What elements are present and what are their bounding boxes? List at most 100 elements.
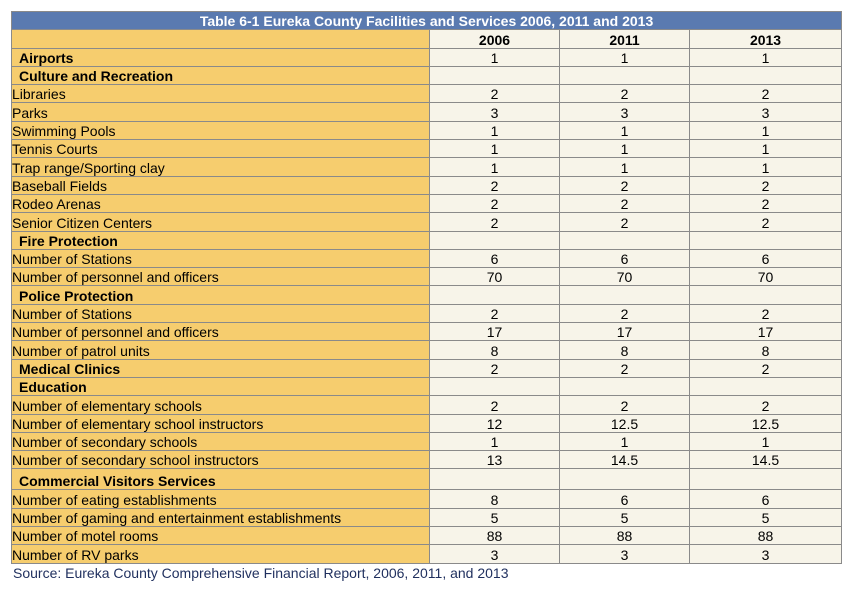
table-row: Number of gaming and entertainment estab… bbox=[11, 507, 843, 528]
value-cell-2013: 2 bbox=[688, 358, 843, 378]
value-cell-2013: 2 bbox=[688, 303, 843, 324]
table-row: Number of elementary school instructors 1… bbox=[11, 413, 843, 433]
value-cell-2011: 3 bbox=[559, 544, 690, 564]
section-row: Medical Clinics 2 2 2 bbox=[11, 358, 843, 378]
facilities-table: Table 6-1 Eureka County Facilities and S… bbox=[10, 10, 843, 564]
value-cell-2011: 1 bbox=[559, 139, 690, 159]
value-cell-2013: 8 bbox=[688, 340, 843, 360]
value-cell-2006 bbox=[429, 230, 560, 250]
value-cell-2011: 2 bbox=[559, 212, 690, 232]
value-cell-2006: 6 bbox=[429, 248, 560, 269]
row-label: Number of patrol units bbox=[11, 340, 430, 360]
value-cell-2013: 2 bbox=[688, 84, 843, 104]
value-cell-2006: 3 bbox=[429, 102, 560, 122]
value-cell-2006: 8 bbox=[429, 489, 560, 509]
section-label: Airports bbox=[11, 47, 430, 67]
value-cell-2006: 1 bbox=[429, 47, 560, 67]
row-label: Swimming Pools bbox=[11, 120, 430, 141]
value-cell-2006 bbox=[429, 65, 560, 86]
row-label: Baseball Fields bbox=[11, 175, 430, 195]
value-cell-2011: 2 bbox=[559, 395, 690, 415]
table-row: Number of secondary schools 1 1 1 bbox=[11, 431, 843, 452]
value-cell-2011: 14.5 bbox=[559, 450, 690, 470]
table-row: Rodeo Arenas 2 2 2 bbox=[11, 193, 843, 214]
value-cell-2011 bbox=[559, 376, 690, 397]
value-cell-2011: 1 bbox=[559, 431, 690, 452]
value-cell-2011: 2 bbox=[559, 84, 690, 104]
row-label: Senior Citizen Centers bbox=[11, 212, 430, 232]
value-cell-2013: 6 bbox=[688, 489, 843, 509]
section-label: Police Protection bbox=[11, 285, 430, 305]
value-cell-2006: 70 bbox=[429, 267, 560, 287]
value-cell-2013: 1 bbox=[688, 139, 843, 159]
table-title: Table 6-1 Eureka County Facilities and S… bbox=[10, 10, 843, 31]
section-label: Commercial Visitors Services bbox=[11, 468, 430, 491]
value-cell-2011: 2 bbox=[559, 303, 690, 324]
value-cell-2006: 2 bbox=[429, 358, 560, 378]
value-cell-2011: 1 bbox=[559, 120, 690, 141]
value-cell-2013 bbox=[688, 376, 843, 397]
value-cell-2013 bbox=[688, 468, 843, 491]
section-label: Medical Clinics bbox=[11, 358, 430, 378]
value-cell-2013 bbox=[688, 230, 843, 250]
source-note: Source: Eureka County Comprehensive Fina… bbox=[13, 564, 509, 581]
value-cell-2006: 1 bbox=[429, 431, 560, 452]
column-header-2006: 2006 bbox=[429, 29, 560, 49]
value-cell-2013: 12.5 bbox=[688, 413, 843, 433]
row-label: Number of personnel and officers bbox=[11, 322, 430, 342]
column-header-label bbox=[11, 29, 430, 49]
value-cell-2006: 8 bbox=[429, 340, 560, 360]
row-label: Tennis Courts bbox=[11, 139, 430, 159]
value-cell-2011 bbox=[559, 65, 690, 86]
value-cell-2011: 70 bbox=[559, 267, 690, 287]
value-cell-2013 bbox=[688, 285, 843, 305]
value-cell-2013: 2 bbox=[688, 193, 843, 214]
table-row: Number of personnel and officers 17 17 17 bbox=[11, 322, 843, 342]
row-label: Number of Stations bbox=[11, 248, 430, 269]
table-row: Number of elementary schools 2 2 2 bbox=[11, 395, 843, 415]
value-cell-2006: 12 bbox=[429, 413, 560, 433]
value-cell-2006: 2 bbox=[429, 303, 560, 324]
value-cell-2013 bbox=[688, 65, 843, 86]
row-label: Number of elementary school instructors bbox=[11, 413, 430, 433]
value-cell-2011: 3 bbox=[559, 102, 690, 122]
table-body: Airports 1 1 1 Culture and Recreation Librari… bbox=[11, 47, 843, 564]
value-cell-2006 bbox=[429, 285, 560, 305]
row-label: Number of RV parks bbox=[11, 544, 430, 564]
column-header-2011: 2011 bbox=[559, 29, 690, 49]
value-cell-2013: 6 bbox=[688, 248, 843, 269]
value-cell-2011: 5 bbox=[559, 507, 690, 528]
value-cell-2011: 12.5 bbox=[559, 413, 690, 433]
value-cell-2011: 6 bbox=[559, 248, 690, 269]
value-cell-2013: 1 bbox=[688, 157, 843, 177]
value-cell-2006: 88 bbox=[429, 526, 560, 546]
table-row: Number of Stations 2 2 2 bbox=[11, 303, 843, 324]
value-cell-2013: 3 bbox=[688, 102, 843, 122]
table-row: Tennis Courts 1 1 1 bbox=[11, 139, 843, 159]
value-cell-2013: 70 bbox=[688, 267, 843, 287]
section-row: Commercial Visitors Services bbox=[11, 468, 843, 491]
value-cell-2011: 8 bbox=[559, 340, 690, 360]
value-cell-2011: 1 bbox=[559, 47, 690, 67]
table-row: Libraries 2 2 2 bbox=[11, 84, 843, 104]
facilities-table-container: Table 6-1 Eureka County Facilities and S… bbox=[10, 10, 843, 581]
table-row: Number of patrol units 8 8 8 bbox=[11, 340, 843, 360]
value-cell-2011: 17 bbox=[559, 322, 690, 342]
row-label: Number of secondary schools bbox=[11, 431, 430, 452]
value-cell-2013: 1 bbox=[688, 431, 843, 452]
table-row: Number of Stations 6 6 6 bbox=[11, 248, 843, 269]
table-row: Baseball Fields 2 2 2 bbox=[11, 175, 843, 195]
table-row: Number of RV parks 3 3 3 bbox=[11, 544, 843, 564]
value-cell-2006: 3 bbox=[429, 544, 560, 564]
table-row: Trap range/Sporting clay 1 1 1 bbox=[11, 157, 843, 177]
section-row: Education bbox=[11, 376, 843, 397]
value-cell-2011 bbox=[559, 468, 690, 491]
value-cell-2011: 6 bbox=[559, 489, 690, 509]
value-cell-2006: 2 bbox=[429, 84, 560, 104]
row-label: Number of secondary school instructors bbox=[11, 450, 430, 470]
section-label: Culture and Recreation bbox=[11, 65, 430, 86]
table-row: Swimming Pools 1 1 1 bbox=[11, 120, 843, 141]
title-row: Table 6-1 Eureka County Facilities and S… bbox=[10, 10, 843, 31]
row-label: Libraries bbox=[11, 84, 430, 104]
row-label: Parks bbox=[11, 102, 430, 122]
